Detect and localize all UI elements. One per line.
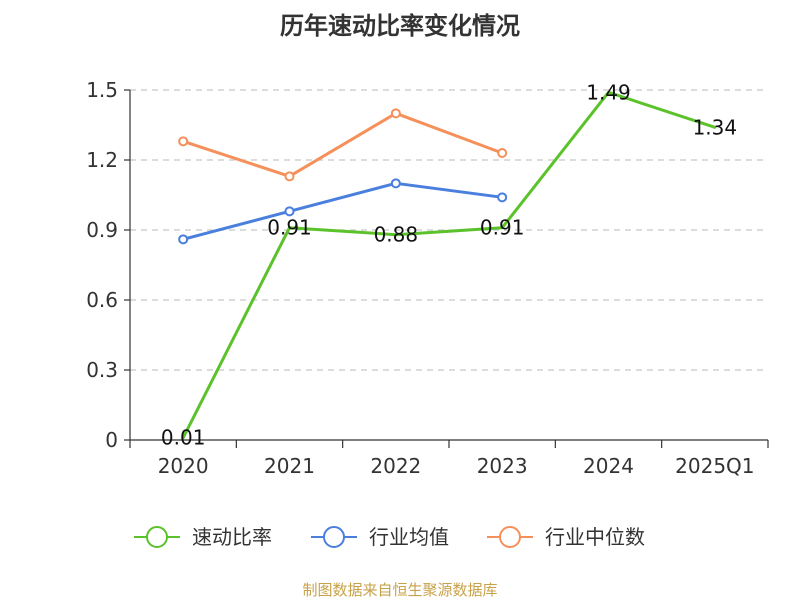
data-label: 1.49 — [586, 80, 631, 104]
data-point-2 — [390, 108, 401, 119]
x-tick-label: 2023 — [477, 454, 528, 478]
series-line-1 — [181, 181, 504, 241]
data-label: 0.91 — [480, 216, 525, 240]
data-point-1 — [390, 178, 401, 189]
x-tick-label: 2025Q1 — [675, 454, 754, 478]
y-tick-label: 1.2 — [86, 148, 118, 172]
legend-marker — [323, 526, 345, 548]
data-point-1 — [284, 206, 295, 217]
data-point-1 — [497, 192, 508, 203]
data-label: 0.88 — [374, 223, 419, 247]
data-point-1 — [178, 234, 189, 245]
y-tick-label: 0.6 — [86, 288, 118, 312]
legend-marker — [146, 526, 168, 548]
data-label: 1.34 — [693, 115, 738, 139]
legend-label: 行业均值 — [369, 525, 449, 549]
legend-label: 速动比率 — [192, 525, 272, 549]
data-label: 0.91 — [267, 216, 312, 240]
series-line-2 — [181, 111, 504, 178]
y-tick-label: 0.9 — [86, 218, 118, 242]
data-point-2 — [178, 136, 189, 147]
data-point-2 — [284, 171, 295, 182]
legend-marker — [499, 526, 521, 548]
series-line-0 — [181, 90, 717, 440]
y-tick-label: 0 — [105, 428, 118, 452]
chart-title: 历年速动比率变化情况 — [280, 12, 520, 40]
x-tick-label: 2021 — [264, 454, 315, 478]
legend-label: 行业中位数 — [545, 525, 645, 549]
y-tick-label: 0.3 — [86, 358, 118, 382]
data-label: 0.01 — [161, 426, 206, 450]
data-point-2 — [497, 148, 508, 158]
y-tick-label: 1.5 — [86, 78, 118, 102]
x-tick-label: 2022 — [370, 454, 421, 478]
x-tick-label: 2020 — [158, 454, 209, 478]
x-tick-label: 2024 — [583, 454, 634, 478]
source-note: 制图数据来自恒生聚源数据库 — [302, 581, 498, 599]
